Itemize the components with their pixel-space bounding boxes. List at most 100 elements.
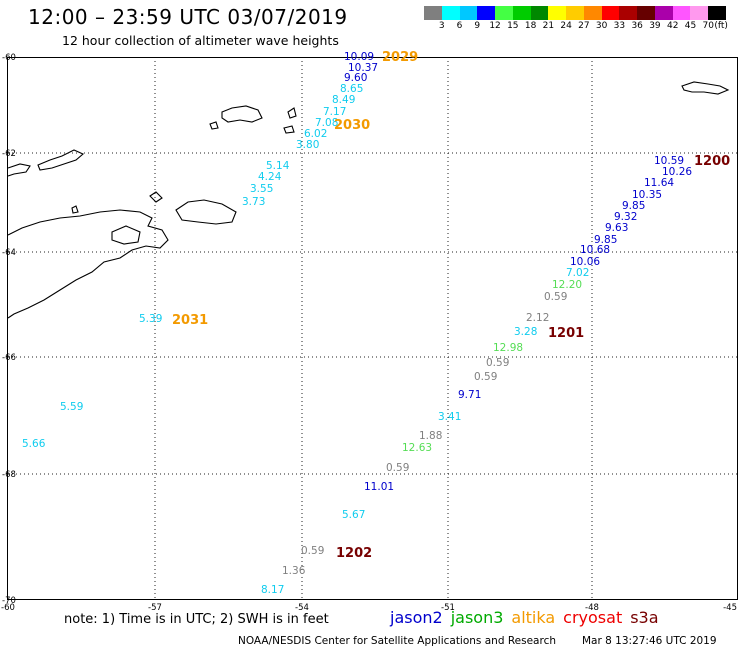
wave-height-value: 3.28 [514, 326, 537, 338]
island-coastline [149, 191, 163, 203]
longitude-label: -51 [441, 603, 455, 613]
wave-height-value: 11.64 [644, 177, 674, 189]
color-scale-bar [424, 6, 727, 20]
map-grid [8, 57, 737, 600]
wave-height-value: 6.02 [304, 128, 327, 140]
satellite-legend-item: s3a [630, 608, 659, 627]
color-swatch [690, 6, 709, 20]
satellite-pass-labels: 2029 2030 2031 1200 1201 1202 [172, 50, 730, 561]
wave-height-value: 0.59 [474, 371, 497, 383]
footer-note: note: 1) Time is in UTC; 2) SWH is in fe… [64, 612, 329, 627]
pass-time-label: 2030 [334, 118, 370, 133]
wave-height-value: 0.59 [544, 291, 567, 303]
color-scale-label: 15 [507, 21, 519, 31]
wave-height-value: 4.24 [258, 171, 282, 183]
color-swatch [424, 6, 442, 20]
longitude-label: -48 [585, 603, 599, 613]
wave-height-value: 9.85 [594, 234, 617, 246]
color-scale-label: 6 [456, 21, 463, 31]
wave-height-value: 8.17 [261, 584, 284, 596]
islet-coastline [287, 107, 297, 119]
wave-height-value: 5.39 [139, 313, 162, 325]
latitude-label: -60 [2, 53, 16, 63]
color-swatch [530, 6, 549, 20]
wave-height-value: 9.32 [614, 211, 637, 223]
wave-height-value: 0.59 [301, 545, 324, 557]
color-swatch [601, 6, 620, 20]
longitude-label: -45 [723, 603, 737, 613]
wave-height-value: 12.63 [402, 442, 432, 454]
color-scale-label: 18 [524, 21, 537, 31]
wave-height-value: 10.09 [344, 51, 374, 63]
wave-height-value: 9.60 [344, 72, 367, 84]
color-swatch [637, 6, 655, 20]
latitude-label: -64 [2, 248, 16, 258]
axis-labels: -60-62-64-66-68-70-60 -57 -54 -51 -48 -45 [1, 53, 737, 613]
color-swatch [583, 6, 602, 20]
latitude-label: -62 [2, 149, 16, 159]
wave-height-value: 3.73 [242, 196, 265, 208]
wave-height-value: 1.88 [419, 430, 442, 442]
pass-time-label: 1201 [548, 326, 584, 341]
wave-height-value: 10.35 [632, 189, 662, 201]
latitude-label: -66 [2, 353, 16, 363]
color-swatch [441, 6, 460, 20]
wave-height-value: 10.68 [580, 244, 610, 256]
wave-height-value: 5.14 [266, 160, 290, 172]
color-swatch [566, 6, 584, 20]
wave-height-value: 8.65 [340, 83, 363, 95]
pass-time-label: 1200 [694, 154, 730, 169]
color-scale-label: 30 [595, 21, 608, 31]
color-scale-label: 24 [560, 21, 572, 31]
wave-height-value: 10.59 [654, 155, 684, 167]
latitude-label: -70 [2, 596, 16, 606]
pass-time-label: 2029 [382, 50, 418, 65]
color-scale-label: 42 [666, 21, 679, 31]
antarctic-peninsula-coastline [7, 209, 169, 319]
wave-height-value: 1.36 [282, 565, 306, 577]
latitude-label: -68 [2, 470, 16, 480]
color-swatch [548, 6, 567, 20]
color-scale-label: 39 [649, 21, 661, 31]
satellite-legend-item: cryosat [563, 608, 623, 627]
chart-title: 12:00 – 23:59 UTC 03/07/2019 [28, 5, 348, 29]
color-swatch [512, 6, 531, 20]
color-scale-label: (ft) [714, 21, 728, 31]
islet-coastline [71, 205, 79, 214]
color-scale-label: 21 [542, 21, 555, 31]
wave-height-value: 10.26 [662, 166, 692, 178]
longitude-label: -60 [1, 603, 15, 613]
wave-height-value: 0.59 [486, 357, 509, 369]
longitude-label: -57 [148, 603, 162, 613]
chart-subtitle: 12 hour collection of altimeter wave hei… [62, 33, 339, 48]
wave-height-value: 9.85 [622, 200, 645, 212]
color-scale-label: 45 [684, 21, 697, 31]
wave-height-value: 3.80 [296, 139, 319, 151]
wave-height-value: 5.67 [342, 509, 365, 521]
island-coastline [7, 163, 31, 177]
satellite-legend-item: jason3 [450, 608, 504, 627]
color-swatch [708, 6, 727, 20]
island-coastline [175, 199, 237, 225]
south-orkney-coastline [681, 81, 730, 95]
footer-timestamp: Mar 8 13:27:46 UTC 2019 [582, 635, 717, 647]
wave-height-value: 11.01 [364, 481, 394, 493]
wave-height-value: 10.06 [570, 256, 600, 268]
satellite-legend-item: altika [511, 608, 556, 627]
color-scale-label: 70 [702, 21, 714, 31]
color-scale-label: 9 [474, 21, 481, 31]
pass-time-label: 1202 [336, 546, 372, 561]
color-swatch [654, 6, 673, 20]
satellite-legend: jason2 jason3 altika cryosat s3a [390, 608, 667, 628]
satellite-legend-item: jason2 [390, 608, 443, 627]
islet-coastline [209, 121, 219, 130]
wave-height-value: 10.37 [348, 62, 378, 74]
longitude-label: -54 [295, 603, 309, 613]
color-swatch [459, 6, 478, 20]
south-shetland-coastline [37, 149, 85, 171]
wave-height-value: 0.59 [386, 462, 409, 474]
color-scale-labels: 3 6 9 12 15 18 21 24 27 30 33 36 39 42 45 70 (ft) [424, 21, 738, 33]
wave-height-value: 7.17 [323, 106, 346, 118]
